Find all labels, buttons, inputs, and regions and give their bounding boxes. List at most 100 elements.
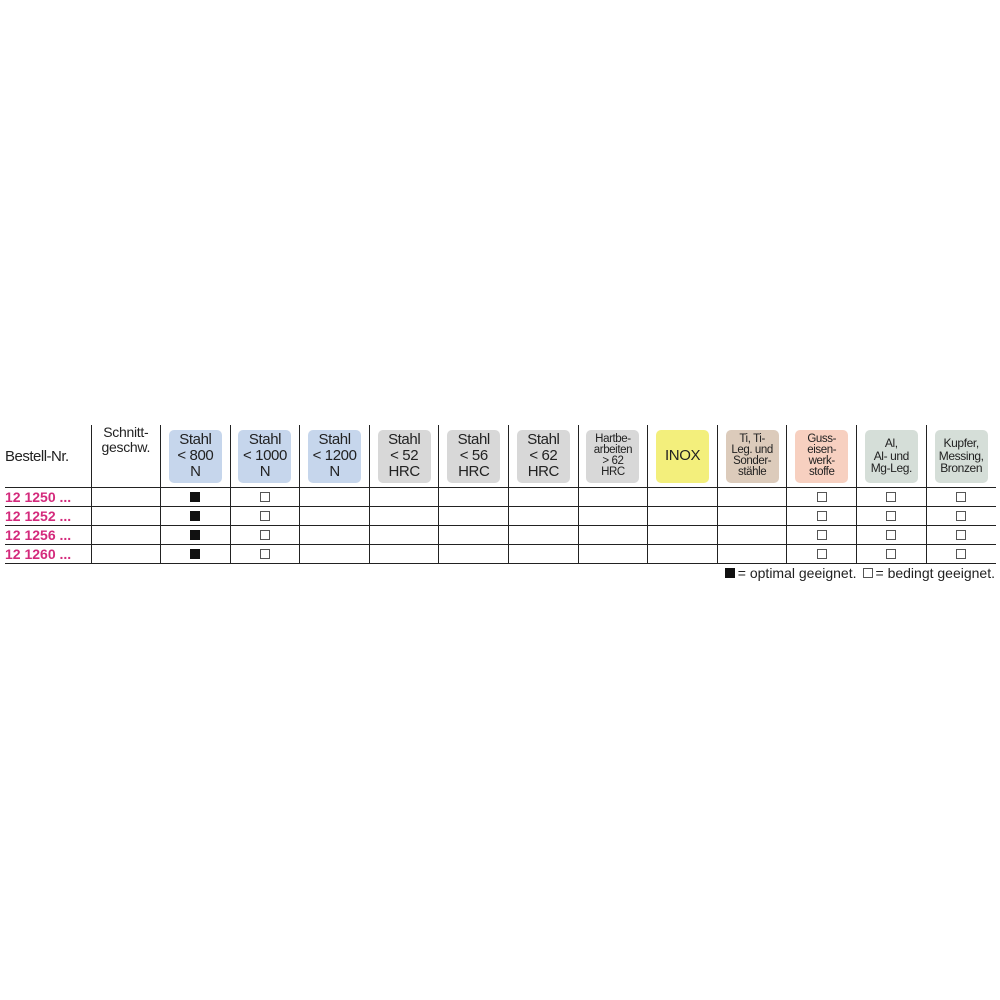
rating-cell: [230, 487, 301, 507]
rating-cell: [578, 487, 649, 507]
filled-square-icon: [190, 510, 201, 521]
rating-cell: [508, 487, 579, 507]
rating-cell: [647, 544, 718, 564]
rating-cell: [647, 506, 718, 526]
rating-cell: [717, 544, 788, 564]
rating-cell: [926, 525, 996, 545]
filled-square-icon: [724, 568, 735, 578]
empty-square-icon: [816, 548, 827, 559]
material-label: Stahl < 1200 N: [312, 431, 357, 480]
rating-cell: [299, 506, 370, 526]
rating-cell: [230, 525, 301, 545]
material-badge: Ti, Ti- Leg. und Sonder- stähle: [725, 429, 779, 483]
cutting-speed-cell: [91, 544, 162, 564]
header-row: Bestell-Nr. Schnitt- geschw. Stahl < 800…: [5, 425, 996, 488]
cutting-speed-header: Schnitt- geschw.: [91, 425, 162, 488]
rating-cell: [369, 525, 440, 545]
material-label: Guss- eisen- werk- stoffe: [807, 433, 837, 478]
rating-cell: [856, 525, 927, 545]
material-badge: Al, Al- und Mg-Leg.: [864, 429, 918, 483]
rating-cell: [717, 506, 788, 526]
article-number: 12 1260 ...: [5, 544, 92, 564]
material-badge: Stahl < 1000 N: [238, 429, 292, 483]
material-label: Stahl < 52 HRC: [388, 431, 421, 480]
rating-cell: [717, 487, 788, 507]
material-label: Kupfer, Messing, Bronzen: [938, 436, 984, 476]
material-badge: Hartbe- arbeiten > 62 HRC: [586, 429, 640, 483]
material-header: Hartbe- arbeiten > 62 HRC: [578, 425, 649, 488]
cutting-speed-cell: [91, 525, 162, 545]
table-row: 12 1256 ...: [5, 525, 996, 545]
table-row: 12 1260 ...: [5, 544, 996, 564]
material-header: Stahl < 1200 N: [299, 425, 370, 488]
material-badge: Stahl < 800 N: [168, 429, 222, 483]
rating-cell: [578, 506, 649, 526]
rating-cell: [647, 487, 718, 507]
filled-square-icon: [190, 491, 201, 502]
rating-cell: [508, 544, 579, 564]
rating-cell: [299, 544, 370, 564]
rating-cell: [926, 544, 996, 564]
rating-cell: [786, 544, 858, 564]
empty-square-icon: [886, 491, 897, 502]
empty-square-icon: [259, 529, 270, 540]
material-badge: Stahl < 1200 N: [308, 429, 362, 483]
material-badge: INOX: [656, 429, 710, 483]
rating-cell: [160, 525, 231, 545]
order-no-header: Bestell-Nr.: [5, 425, 92, 488]
material-label: INOX: [665, 447, 701, 464]
empty-square-icon: [956, 529, 967, 540]
rating-cell: [508, 525, 579, 545]
rating-cell: [647, 525, 718, 545]
legend-conditional: = bedingt geeignet.: [875, 565, 996, 581]
rating-cell: [856, 487, 927, 507]
material-header: Kupfer, Messing, Bronzen: [926, 425, 996, 488]
cutting-speed-cell: [91, 487, 162, 507]
rating-cell: [369, 487, 440, 507]
article-number: 12 1250 ...: [5, 487, 92, 507]
rating-cell: [230, 544, 301, 564]
legend: = optimal geeignet. = bedingt geeignet.: [724, 565, 996, 581]
rating-cell: [299, 487, 370, 507]
material-header: Stahl < 62 HRC: [508, 425, 579, 488]
empty-square-icon: [886, 548, 897, 559]
material-badge: Kupfer, Messing, Bronzen: [934, 429, 988, 483]
filled-square-icon: [190, 548, 201, 559]
rating-cell: [438, 525, 510, 545]
rating-cell: [438, 487, 510, 507]
material-header: Stahl < 800 N: [160, 425, 231, 488]
empty-square-icon: [259, 491, 270, 502]
empty-square-icon: [956, 491, 967, 502]
empty-square-icon: [816, 491, 827, 502]
empty-square-icon: [259, 510, 270, 521]
rating-cell: [578, 525, 649, 545]
legend-optimal: = optimal geeignet.: [737, 565, 857, 581]
rating-cell: [369, 506, 440, 526]
rating-cell: [786, 487, 858, 507]
empty-square-icon: [956, 548, 967, 559]
material-label: Stahl < 800 N: [177, 431, 214, 480]
rating-cell: [786, 506, 858, 526]
material-label: Stahl < 56 HRC: [457, 431, 491, 480]
rating-cell: [508, 506, 579, 526]
empty-square-icon: [816, 510, 827, 521]
rating-cell: [717, 525, 788, 545]
article-number: 12 1256 ...: [5, 525, 92, 545]
empty-square-icon: [956, 510, 967, 521]
material-label: Hartbe- arbeiten > 62 HRC: [593, 433, 633, 478]
table-row: 12 1252 ...: [5, 506, 996, 526]
empty-square-icon: [886, 529, 897, 540]
rating-cell: [926, 487, 996, 507]
material-header: Stahl < 1000 N: [230, 425, 301, 488]
rating-cell: [786, 525, 858, 545]
rating-cell: [230, 506, 301, 526]
material-header: Al, Al- und Mg-Leg.: [856, 425, 927, 488]
rating-cell: [578, 544, 649, 564]
rating-cell: [438, 544, 510, 564]
material-label: Stahl < 62 HRC: [527, 431, 560, 480]
empty-square-icon: [886, 510, 897, 521]
rating-cell: [160, 487, 231, 507]
material-header: Ti, Ti- Leg. und Sonder- stähle: [717, 425, 788, 488]
rating-cell: [160, 506, 231, 526]
material-badge: Stahl < 56 HRC: [447, 429, 501, 483]
